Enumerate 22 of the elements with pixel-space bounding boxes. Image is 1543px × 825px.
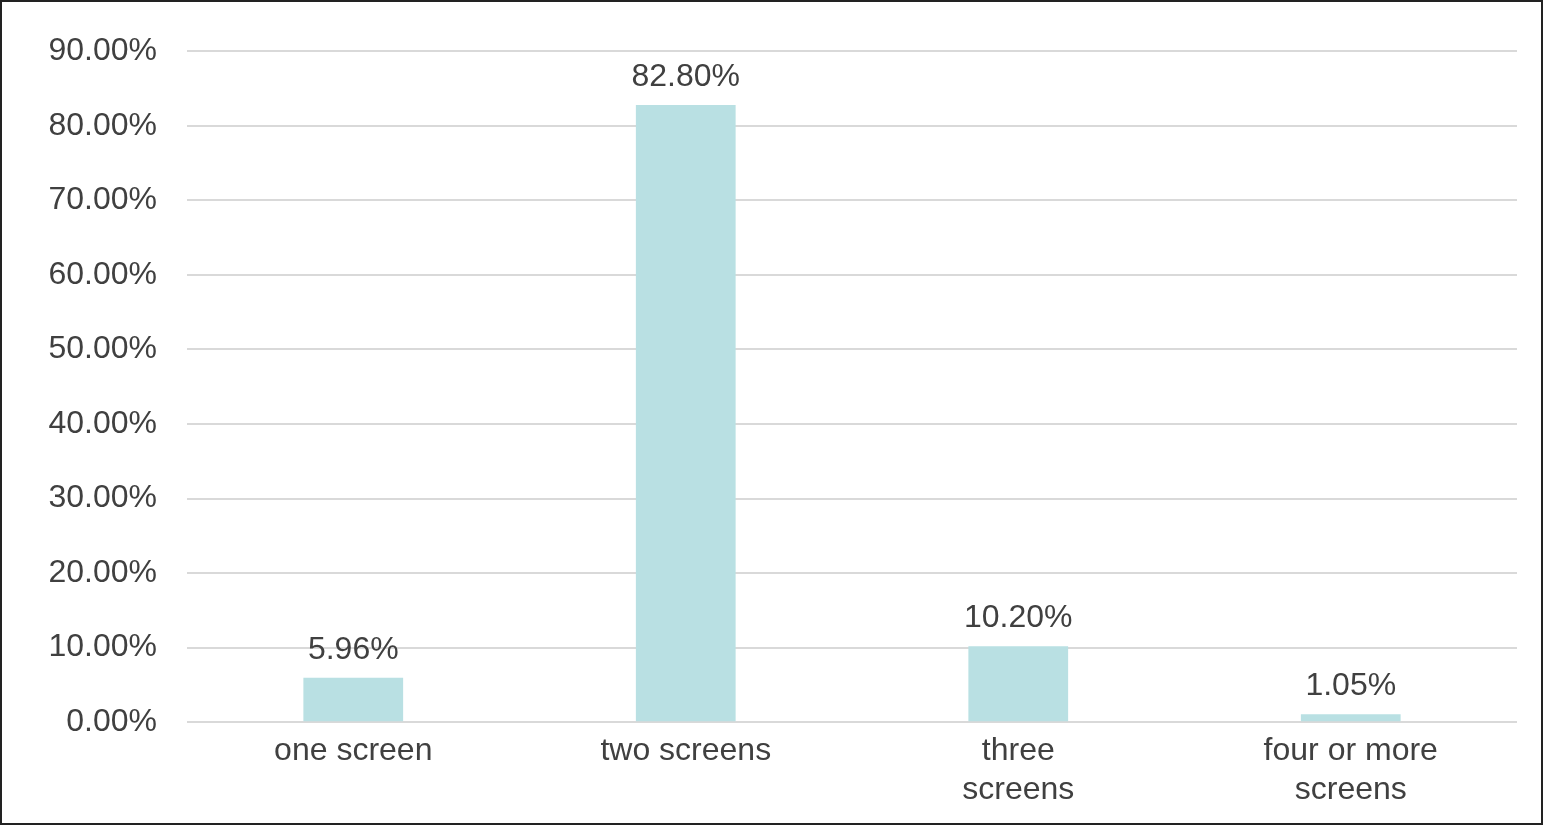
y-tick-label: 20.00% (48, 552, 157, 589)
data-label: 10.20% (963, 597, 1073, 634)
x-tick-label: three screens (962, 731, 1075, 806)
x-tick-label: two screens (600, 731, 772, 768)
y-tick-label: 30.00% (48, 478, 157, 515)
y-tick-label: 10.00% (48, 627, 157, 664)
x-tick-label: one screen (274, 731, 433, 768)
x-tick-label: four or more screens (1263, 731, 1438, 806)
y-tick-label: 80.00% (48, 105, 157, 142)
data-label: 82.80% (631, 56, 741, 93)
bar (1300, 714, 1401, 722)
y-tick-label: 50.00% (48, 329, 157, 366)
bar (303, 677, 404, 722)
y-tick-label: 0.00% (66, 702, 157, 739)
y-tick-label: 60.00% (48, 254, 157, 291)
y-tick-label: 40.00% (48, 403, 157, 440)
bar (635, 104, 736, 722)
y-tick-label: 90.00% (48, 31, 157, 68)
bar (968, 646, 1069, 722)
data-label: 5.96% (307, 629, 399, 666)
data-label: 1.05% (1305, 666, 1397, 703)
y-tick-label: 70.00% (48, 180, 157, 217)
